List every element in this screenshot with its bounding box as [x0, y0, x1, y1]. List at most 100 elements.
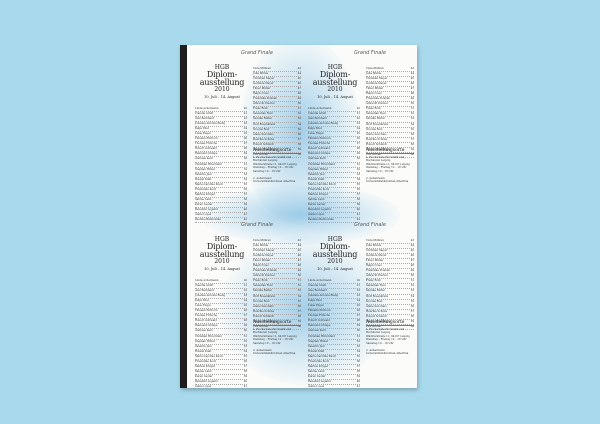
artist-name: Robert Schmidt: [253, 142, 274, 146]
venue-2-address: Universitätsbibliothek Albertina: [253, 352, 296, 356]
name-row: Karen Lauter 39: [195, 203, 247, 208]
page-number: 40: [356, 207, 360, 211]
name-row: Albrecht Pischel 50: [253, 274, 301, 280]
page-number: 27: [356, 314, 360, 318]
artist-name: Viola Mühren: [253, 239, 271, 242]
venue-1-address: Wächterstraße 11, 04107 Leipzig: [253, 162, 297, 166]
page-number: 20: [243, 279, 247, 282]
artist-name: Franziska Pomrak: [366, 97, 390, 101]
name-row: Martin Strehlinger 59: [253, 148, 301, 153]
name-row: Luise Engel 25: [195, 304, 247, 310]
artist-name: Luise Engel: [195, 304, 211, 308]
name-row: Friederike Koch 36: [195, 188, 247, 193]
name-row: Roland Klatt 34: [308, 178, 360, 183]
name-row: Stephan Hüber 32: [308, 168, 360, 173]
artist-name: Annie Lopez: [195, 384, 212, 388]
name-row: Marie-Caroline Knoll 35: [195, 183, 247, 188]
artist-name: Eva Werner: [366, 324, 382, 328]
name-row: Nicolas Rost 55: [366, 128, 414, 133]
artist-name: Markus Krüger: [195, 364, 216, 368]
page-number: 51: [297, 107, 301, 111]
page-number: 31: [356, 334, 360, 338]
poster-panel: Grand Finale HGB Diplom- ausstellung 201…: [189, 217, 304, 388]
artist-name: Henrike Schöbe: [253, 137, 275, 141]
names-list-left: Linda Achermann 20 Claudia Arndt 21 Alex Ber…: [308, 279, 360, 388]
page-number: 27: [243, 314, 247, 318]
page-number: 25: [356, 132, 360, 136]
dates: 10. Juli – 14. August: [317, 95, 353, 99]
page-number: 45: [410, 249, 414, 253]
name-row: Valentin Just 33: [195, 345, 247, 350]
page-number: 58: [297, 314, 301, 318]
page-number: 48: [410, 264, 414, 268]
name-row: Paulina Markowska 42: [308, 218, 360, 224]
page-number: 57: [297, 137, 301, 141]
page-number: 39: [243, 374, 247, 378]
name-row: Julia Mühle 44: [253, 244, 301, 250]
venue-2: 2. Außenraum: [366, 348, 385, 352]
page-number: 56: [410, 132, 414, 136]
name-row: Christian Meyer 45: [253, 249, 301, 255]
artist-name: Nicolas Rost: [366, 127, 383, 131]
name-row: Sebastian Rost 52: [366, 284, 414, 290]
artist-name: Marie-Caroline Knoll: [308, 354, 336, 358]
page-number: 57: [410, 137, 414, 141]
name-row: Christian Hirschfeld 31: [195, 163, 247, 168]
page-number: 60: [297, 152, 301, 156]
name-row: Franziska Pomrak 49: [366, 97, 414, 103]
artist-name: Linda Achermann: [195, 279, 219, 282]
page-number: 50: [410, 274, 414, 278]
name-row: Friederike Koch 36: [308, 360, 360, 365]
artist-name: Albrecht Pischel: [253, 102, 275, 106]
artist-name: Katja Eder: [308, 299, 323, 303]
name-row: Marie-Caroline Knoll 35: [195, 355, 247, 360]
page-number: 49: [410, 269, 414, 273]
name-row: Albrecht Pischel 50: [366, 102, 414, 108]
name-row: Martin Strehlinger 59: [366, 320, 414, 325]
artist-name: Eva Werner: [253, 152, 269, 156]
page-number: 59: [410, 319, 414, 323]
artist-name: Wolf Rosenkranz: [366, 294, 389, 298]
page-number: 33: [243, 172, 247, 176]
name-row: Henrike Schöbe 57: [366, 310, 414, 315]
name-row: Alex Bernhard 22: [195, 289, 247, 295]
page-number: 31: [243, 162, 247, 166]
artist-name: Benedikt Legarid: [195, 379, 218, 383]
name-row: Raimund Grimpe 29: [195, 324, 247, 330]
venue-hours: Dienstag – Freitag 12 – 18 Uhr: [253, 166, 294, 170]
artist-name: Christian Meyer: [253, 77, 275, 81]
page-number: 39: [356, 374, 360, 378]
name-row: Claudia Arndt 21: [195, 284, 247, 290]
name-row: Wolf Rosenkranz 54: [253, 123, 301, 128]
page-number: 29: [243, 152, 247, 156]
page-number: 47: [297, 259, 301, 263]
name-row: Thomas Fritsche 27: [308, 142, 360, 148]
artist-name: Monika Ruffer: [253, 289, 272, 293]
venue-hours: Dienstag – Freitag 12 – 18 Uhr: [253, 338, 294, 342]
page-number: 37: [243, 364, 247, 368]
artist-name: Paulina Markowska: [308, 218, 334, 222]
name-row: Katja Eder 24: [308, 127, 360, 133]
artist-name: Tilner Müller: [253, 87, 271, 91]
artist-name: Julia Mühle: [366, 72, 382, 76]
artist-name: Linda Achermann: [308, 279, 332, 282]
poster-title: HGB Diplom- ausstellung 2010 10. Juli – …: [194, 65, 250, 100]
name-row: Annie Savorano 56: [253, 133, 301, 138]
venue-1: 1. Hochschule für Grafik und Buchkunst L…: [366, 327, 405, 335]
artist-name: Johanna Antonia Bielig: [308, 122, 339, 126]
name-row: Martin Strehlinger 59: [253, 320, 301, 325]
artist-name: Markus Krüger: [195, 192, 216, 196]
name-row: Luise Engel 25: [195, 132, 247, 138]
name-row: Sebastian Rost 52: [253, 284, 301, 290]
artist-name: Franziska Pomrak: [253, 97, 277, 101]
artist-name: Christian Meyer: [366, 249, 388, 253]
school-name: HGB: [327, 236, 343, 243]
name-row: Annie Savorano 56: [366, 305, 414, 310]
page-number: 53: [410, 117, 414, 121]
page-number: 22: [356, 117, 360, 121]
page-number: 32: [243, 167, 247, 171]
name-row: Thomas Fritsche 27: [195, 314, 247, 320]
artist-name: Sebastian Rost: [366, 284, 386, 288]
school-name: HGB: [214, 236, 230, 243]
page-number: 23: [243, 122, 247, 126]
